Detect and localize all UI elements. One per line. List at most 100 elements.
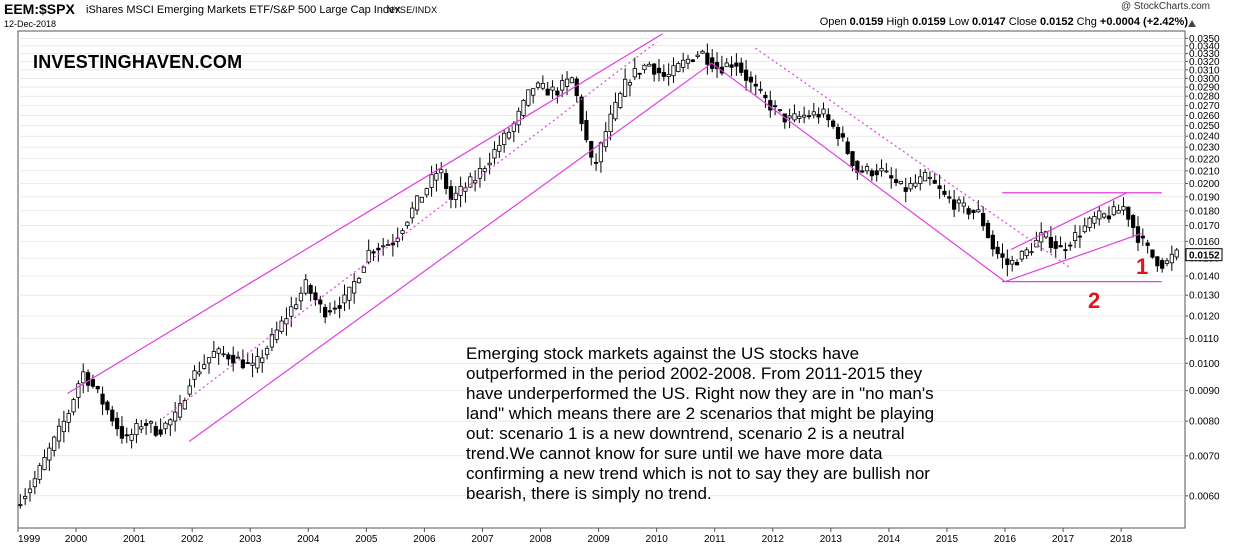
y-tick-label: 0.0230 [1189,143,1220,154]
candle-body [1048,237,1053,248]
candle-body [52,436,57,451]
candle-body [443,173,449,189]
candle-body [56,425,62,442]
candle-body [231,354,236,364]
candle-body [724,62,729,68]
low-label: Low [948,16,969,28]
candle-body [497,144,502,152]
candle-body [613,101,618,120]
candle-body [811,111,816,116]
candle-body [482,168,487,172]
y-tick-label: 0.0340 [1189,41,1220,52]
candle-body [1164,260,1170,264]
ohlc-readout: Open 0.0159 High 0.0159 Low 0.0147 Close… [820,16,1188,28]
candle-body [313,292,318,301]
candle-body [206,357,212,364]
candle-body [777,109,783,112]
candle-body [981,212,986,227]
candle-body [95,385,100,390]
candle-body [632,68,637,78]
candle-body [468,176,473,188]
candle-body [952,199,957,210]
candle-body [255,356,260,369]
high-value: 0.0159 [912,16,946,28]
candles [18,43,1179,509]
plot-background [17,30,1186,529]
candle-body [410,207,415,219]
candle-body [119,426,125,439]
candle-body [1058,245,1063,248]
candle-body [134,423,139,436]
candle-body [656,67,662,74]
candle-body [114,417,120,430]
candle-body [1019,250,1024,260]
candle-body [323,306,328,318]
y-tick-label: 0.0200 [1189,179,1220,190]
candle-body [608,113,613,133]
y-tick-label: 0.0090 [1189,386,1220,397]
candle-body [139,426,144,430]
candle-body [564,78,570,87]
x-tick-label: 2016 [994,534,1017,545]
candle-body [327,310,333,313]
chart-date: 12-Dec-2018 [4,19,57,29]
candle-body [816,114,821,118]
candle-body [47,447,52,461]
candle-body [947,196,952,199]
low-value: 0.0147 [972,16,1006,28]
candle-body [540,83,545,89]
candle-body [763,94,768,99]
candle-body [289,306,294,317]
candle-body [821,108,826,115]
candle-body [381,245,386,248]
candle-body [903,187,908,192]
candle-body [385,244,391,246]
x-tick-label: 1999 [18,534,41,545]
candle-body [1102,213,1107,218]
candle-body [158,429,163,435]
candle-body [1145,242,1150,246]
candle-body [85,372,91,386]
candle-body [845,141,850,154]
candle-body [1014,262,1020,266]
candle-body [90,379,95,387]
candle-body [927,176,933,179]
candle-body [294,304,299,309]
candle-body [395,237,400,242]
candle-body [1063,249,1068,252]
close-value: 0.0152 [1039,16,1074,28]
y-tick-label: 0.0120 [1189,312,1220,323]
x-tick-label: 2000 [65,534,88,545]
candle-body [1160,260,1165,269]
candle-body [985,222,991,239]
x-tick-label: 2008 [529,534,552,545]
candle-body [318,299,323,305]
y-tick-label: 0.0160 [1189,237,1220,248]
candle-body [661,72,666,77]
candle-body [153,426,158,436]
y-tick-label: 0.0190 [1189,192,1220,203]
y-tick-label: 0.0320 [1189,57,1220,68]
candle-body [1082,225,1087,233]
candle-body [356,278,362,284]
candle-body [1106,215,1112,220]
candle-body [739,62,744,73]
candle-body [579,96,584,125]
close-label: Close [1008,16,1037,28]
x-tick-label: 2004 [297,534,320,545]
candle-body [922,171,928,182]
security-name: iShares MSCI Emerging Markets ETF/S&P 50… [86,4,401,16]
y-tick-label: 0.0270 [1189,101,1220,112]
candle-body [298,292,304,302]
trendline [755,47,1070,268]
y-tick-label: 0.0100 [1189,359,1220,370]
candle-body [1087,217,1092,228]
candle-body [400,230,405,234]
candle-body [42,456,47,471]
candle-body [1053,241,1058,249]
candle-body [690,59,695,62]
candle-body [869,170,874,177]
candle-body [893,179,899,184]
candle-body [802,114,807,118]
